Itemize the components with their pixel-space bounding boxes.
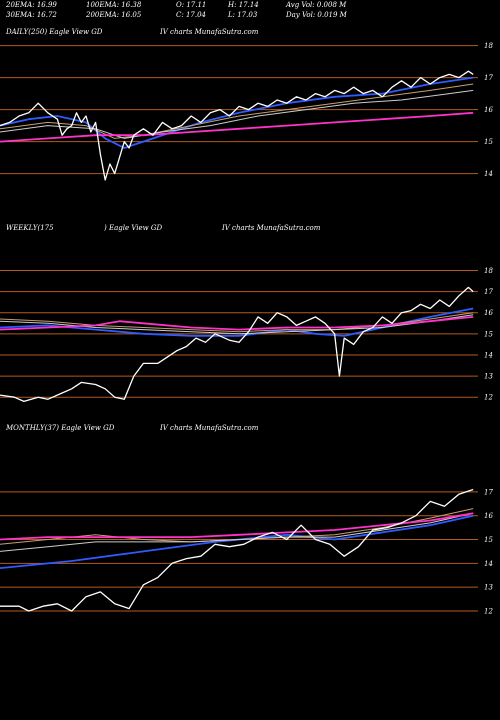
avgvol-label: Avg Vol: 0.008 M	[286, 1, 347, 9]
y-tick-label: 16	[484, 512, 493, 520]
ema-gray-line	[0, 89, 474, 139]
y-tick-label: 17	[484, 74, 493, 82]
ema-magenta-line	[0, 111, 474, 143]
ema-gray-line	[0, 512, 474, 552]
price-line	[0, 286, 474, 403]
y-tick-label: 12	[484, 394, 493, 402]
ema30-label: 30EMA: 16.72	[6, 11, 57, 19]
y-tick-label: 14	[484, 560, 493, 568]
close-label: C: 17.04	[176, 11, 206, 19]
y-tick-label: 15	[484, 138, 493, 146]
monthly-panel-title: MONTHLY(37) Eagle View GD	[6, 424, 115, 432]
daily-panel-title: DAILY(250) Eagle View GD	[6, 28, 103, 36]
ema-magenta-line	[0, 512, 474, 541]
y-tick-label: 17	[484, 288, 493, 296]
y-tick-label: 16	[484, 309, 493, 317]
ema-blue-line	[0, 76, 474, 149]
monthly-chart: 12 13 14 15 16 17	[0, 488, 493, 615]
y-tick-label: 18	[484, 42, 493, 50]
ema20-label: 20EMA: 16.99	[6, 1, 57, 9]
y-tick-label: 18	[484, 267, 493, 275]
y-tick-label: 14	[484, 351, 493, 359]
daily-panel-source: IV charts MunafaSutra.com	[160, 28, 259, 36]
y-tick-label: 13	[484, 584, 493, 592]
weekly-panel-title-suffix: ) Eagle View GD	[104, 224, 163, 232]
low-label: L: 17.03	[228, 11, 258, 19]
price-line	[0, 70, 474, 181]
y-tick-label: 14	[484, 170, 493, 178]
ema-blue-line	[0, 514, 474, 569]
dayvol-label: Day Vol: 0.019 M	[286, 11, 347, 19]
daily-chart: 14 15 16 17 18	[0, 42, 493, 181]
y-tick-label: 13	[484, 373, 493, 381]
monthly-panel-source: IV charts MunafaSutra.com	[160, 424, 259, 432]
ema100-label: 100EMA: 16.38	[86, 1, 142, 9]
y-tick-label: 12	[484, 607, 493, 615]
weekly-panel-title: WEEKLY(175	[6, 224, 54, 232]
open-label: O: 17.11	[176, 1, 207, 9]
ema200-label: 200EMA: 16.05	[86, 11, 142, 19]
y-tick-label: 17	[484, 488, 493, 496]
weekly-panel-source: IV charts MunafaSutra.com	[222, 224, 321, 232]
high-label: H: 17.14	[228, 1, 259, 9]
weekly-chart: 12 13 14 15 16 17 18	[0, 267, 493, 403]
ema-magenta-line	[0, 316, 474, 331]
price-line	[0, 488, 474, 612]
y-tick-label: 15	[484, 330, 493, 338]
y-tick-label: 16	[484, 106, 493, 114]
y-tick-label: 15	[484, 536, 493, 544]
ema-tan-line	[0, 83, 474, 139]
